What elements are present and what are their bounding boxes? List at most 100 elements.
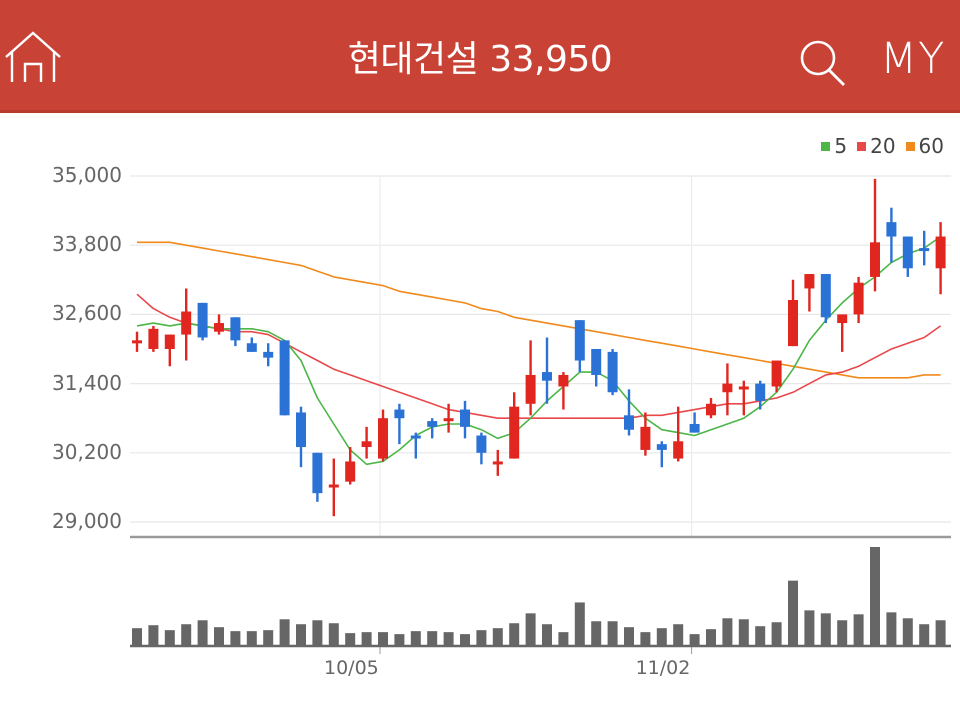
candle[interactable]	[853, 276, 864, 324]
candle[interactable]	[394, 403, 405, 445]
volume-bar	[492, 628, 503, 646]
candle[interactable]	[460, 400, 470, 439]
candle[interactable]	[870, 178, 880, 292]
candle[interactable]	[509, 392, 520, 459]
candle[interactable]	[837, 314, 848, 352]
candle[interactable]	[164, 334, 175, 367]
candle[interactable]	[378, 409, 388, 462]
ma5-line	[136, 235, 942, 466]
volume-bar	[656, 628, 667, 646]
volume-bar	[722, 618, 733, 646]
legend-item-ma60[interactable]: 60	[905, 134, 944, 158]
legend-label: 20	[870, 134, 896, 158]
volume-bar	[509, 623, 520, 646]
candle[interactable]	[296, 406, 306, 468]
volume-bar	[738, 619, 749, 646]
candle[interactable]	[246, 337, 257, 352]
candle[interactable]	[148, 325, 159, 352]
volume-bar	[935, 620, 946, 646]
volume-bar	[410, 631, 421, 646]
candle[interactable]	[722, 363, 733, 416]
legend-item-ma5[interactable]: 5	[821, 134, 847, 158]
candle[interactable]	[279, 340, 290, 416]
volume-bar	[689, 634, 700, 646]
candle[interactable]	[886, 207, 897, 263]
candle[interactable]	[804, 274, 815, 312]
volume-bar	[197, 620, 208, 646]
home-button[interactable]	[4, 30, 62, 86]
candle[interactable]	[230, 317, 241, 347]
x-tick-label: 10/05	[324, 657, 379, 679]
candle[interactable]	[542, 337, 552, 404]
my-button[interactable]: MY	[880, 34, 946, 84]
volume-bar	[460, 634, 470, 646]
search-button[interactable]	[798, 38, 848, 88]
candle[interactable]	[591, 349, 602, 387]
candle[interactable]	[132, 331, 142, 352]
volume-bar	[542, 624, 552, 646]
candle[interactable]	[312, 452, 323, 502]
volume-bar	[361, 632, 372, 646]
legend-swatch	[905, 141, 915, 151]
volume-bar	[263, 630, 274, 646]
candle[interactable]	[656, 441, 667, 468]
candle[interactable]	[443, 403, 454, 433]
candle[interactable]	[427, 418, 438, 439]
candle[interactable]	[345, 447, 356, 485]
y-tick-label: 31,400	[52, 370, 122, 395]
candle[interactable]	[935, 222, 946, 295]
volume-bar	[804, 610, 815, 646]
candle[interactable]	[706, 398, 716, 419]
candle[interactable]	[197, 302, 208, 341]
legend-swatch	[857, 141, 867, 151]
volume-bar	[132, 628, 142, 646]
candle[interactable]	[492, 449, 503, 476]
legend-label: 5	[834, 134, 848, 158]
volume-bar	[525, 613, 536, 646]
volume-bar	[230, 631, 241, 646]
search-icon	[800, 40, 845, 86]
candle[interactable]	[214, 314, 224, 335]
candle[interactable]	[263, 343, 274, 367]
candle[interactable]	[181, 288, 192, 361]
candle[interactable]	[673, 406, 684, 462]
candle[interactable]	[738, 380, 749, 416]
candle[interactable]	[820, 274, 831, 324]
volume-bar	[902, 618, 913, 646]
legend-swatch	[821, 141, 831, 151]
volume-bar	[624, 627, 634, 646]
candle[interactable]	[919, 230, 930, 266]
volume-bar	[919, 624, 930, 646]
candle[interactable]	[525, 340, 536, 416]
volume-bar	[476, 630, 487, 646]
candle[interactable]	[755, 380, 766, 410]
y-tick-label: 35,000	[52, 163, 122, 187]
candle[interactable]	[361, 426, 372, 459]
volume-bar	[591, 621, 602, 646]
candle[interactable]	[476, 432, 487, 465]
candle[interactable]	[607, 349, 618, 396]
candle[interactable]	[902, 236, 913, 277]
volume-bar	[378, 632, 388, 646]
candle[interactable]	[689, 412, 700, 433]
candle[interactable]	[558, 372, 569, 410]
y-tick-label: 33,800	[52, 232, 122, 257]
candle[interactable]	[328, 458, 339, 517]
candle[interactable]	[771, 360, 782, 393]
legend-label: 60	[918, 134, 944, 158]
volume-bar	[328, 623, 339, 646]
volume-bar	[148, 625, 159, 646]
candle[interactable]	[624, 389, 634, 436]
volume-bar	[574, 602, 585, 646]
candle[interactable]	[788, 279, 798, 347]
candle[interactable]	[410, 432, 421, 459]
volume-bar	[607, 621, 618, 646]
candle[interactable]	[640, 412, 651, 456]
legend-item-ma20[interactable]: 20	[857, 134, 896, 158]
volume-bar	[296, 624, 306, 646]
candle[interactable]	[574, 320, 585, 373]
volume-bar	[640, 632, 651, 646]
volume-bar	[558, 632, 569, 646]
x-tick-label: 11/02	[635, 657, 691, 679]
